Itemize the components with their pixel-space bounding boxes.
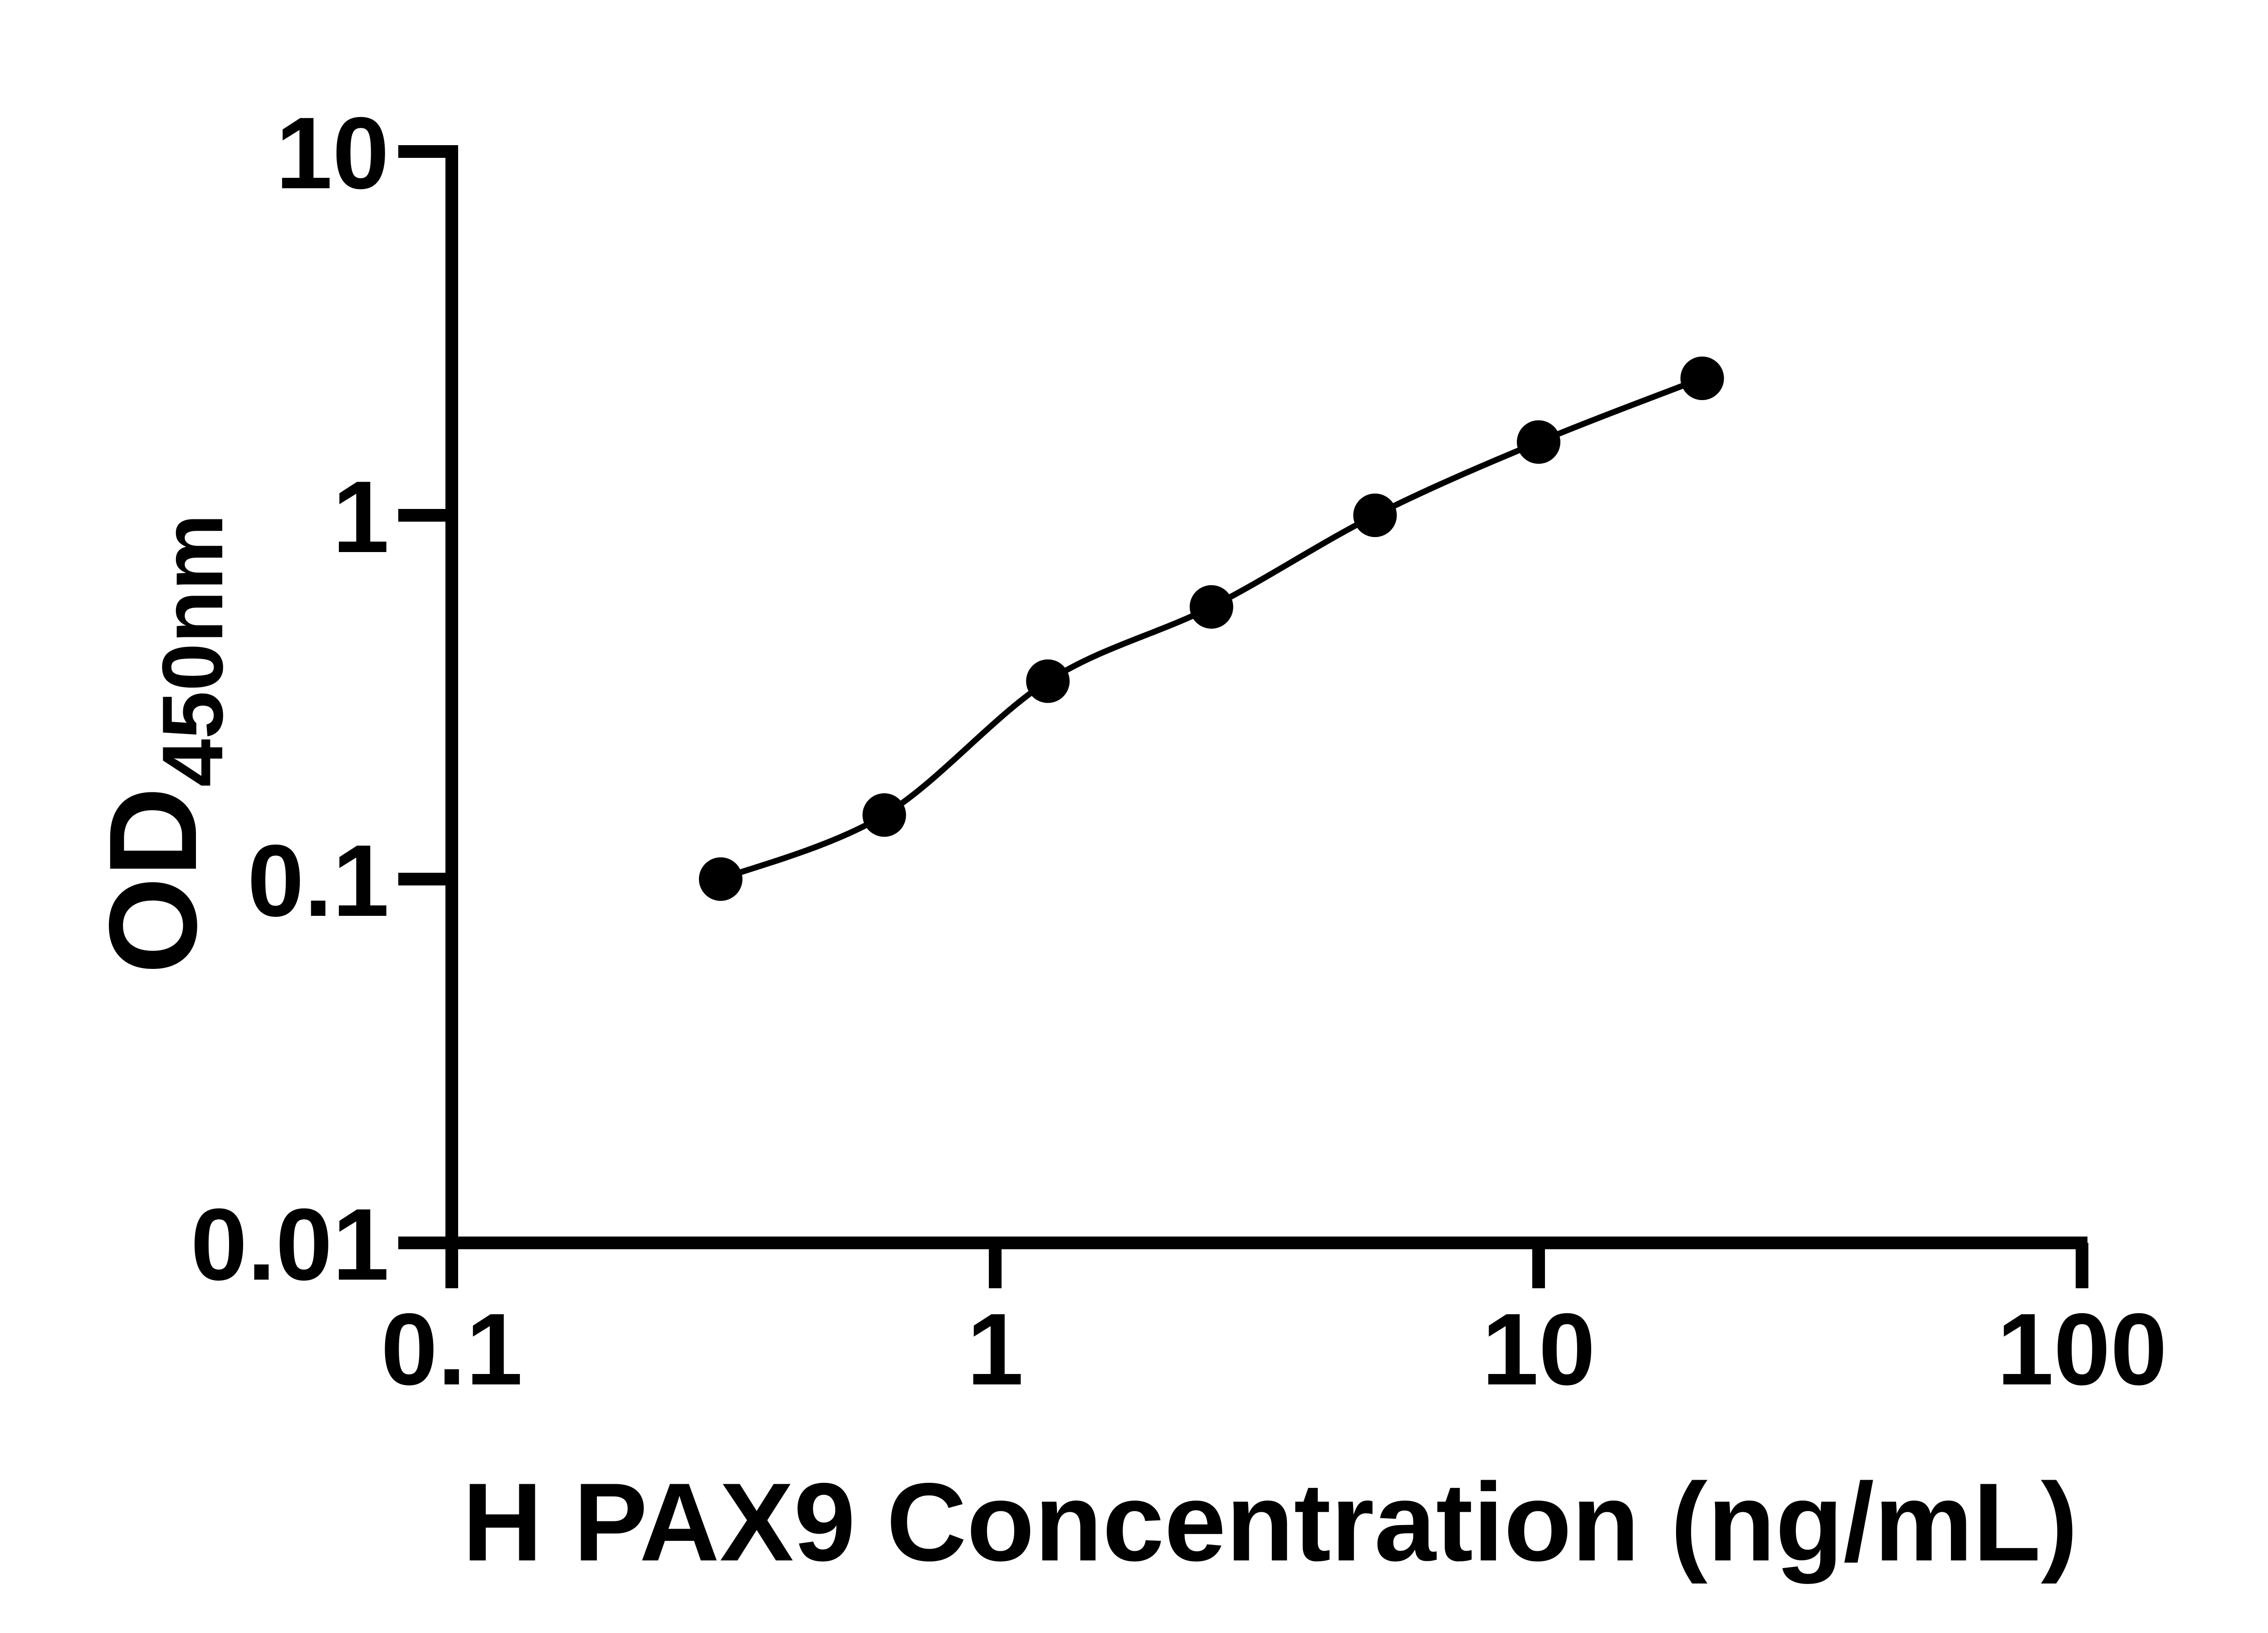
data-point — [1026, 659, 1070, 703]
y-axis-title-subscript: 450nm — [145, 514, 241, 787]
x-axis-title: H PAX9 Concentration (ng/mL) — [462, 1460, 2078, 1584]
y-tick-label: 1 — [332, 460, 389, 574]
y-tick-label: 0.01 — [191, 1187, 389, 1301]
x-tick-label: 100 — [1997, 1292, 2167, 1406]
y-axis-title: OD450nm — [83, 514, 241, 974]
x-tick-label: 0.1 — [381, 1292, 523, 1406]
y-tick-label: 0.1 — [247, 823, 389, 938]
data-point — [1189, 585, 1233, 629]
axes — [398, 145, 2088, 1288]
y-tick-label: 10 — [276, 96, 389, 210]
data-point — [862, 793, 906, 837]
y-axis-title-main: OD — [83, 787, 223, 974]
data-point — [699, 857, 743, 901]
x-tick-label: 10 — [1482, 1292, 1595, 1406]
x-tick-label: 1 — [967, 1292, 1023, 1406]
data-point — [1517, 420, 1560, 464]
data-point — [1353, 494, 1397, 537]
data-point — [1680, 356, 1724, 400]
plot-series — [699, 356, 1724, 901]
